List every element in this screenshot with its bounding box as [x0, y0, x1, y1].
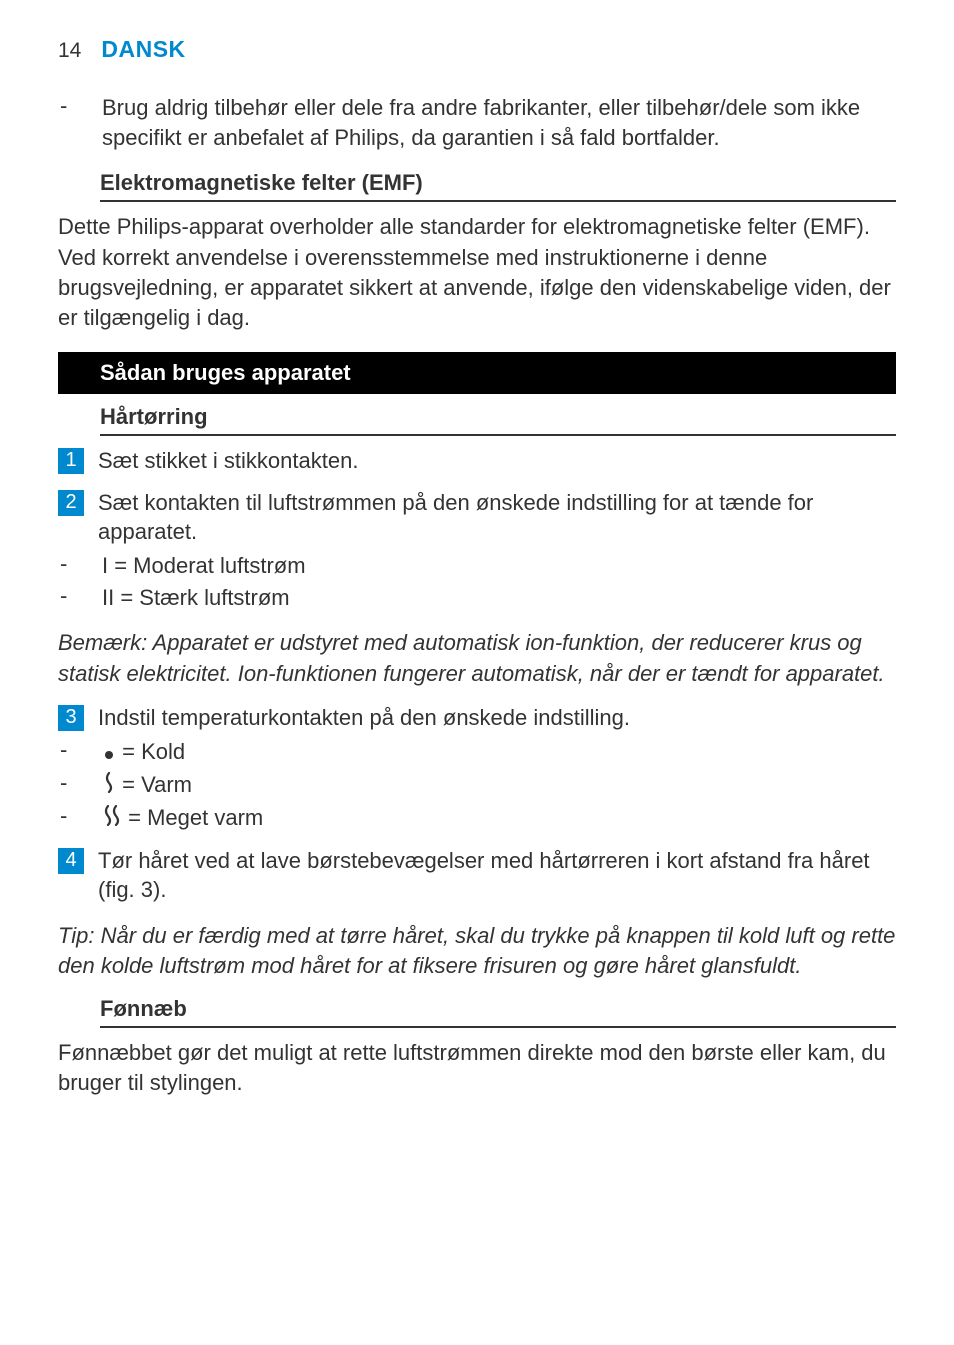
- temp-item-2-text: = Varm: [102, 770, 192, 801]
- warm-wave-icon: [102, 771, 116, 801]
- step-1-row: 1 Sæt stikket i stikkontakten.: [58, 446, 896, 476]
- sub-dash: -: [58, 803, 102, 834]
- sub-dash: -: [58, 583, 102, 613]
- tip-paragraph: Tip: Når du er færdig med at tørre håret…: [58, 921, 896, 982]
- page-number: 14: [58, 39, 81, 63]
- step-number-badge: 2: [58, 490, 84, 516]
- step-2-row: 2 Sæt kontakten til luftstrømmen på den …: [58, 488, 896, 547]
- intro-bullet-row: - Brug aldrig tilbehør eller dele fra an…: [58, 93, 896, 152]
- usage-section-bar: Sådan bruges apparatet: [58, 352, 896, 394]
- bullet-dash: -: [58, 93, 102, 152]
- temp-item-1: - = Kold: [58, 737, 896, 768]
- sub-dash: -: [58, 770, 102, 801]
- drying-heading: Hårtørring: [100, 404, 896, 436]
- page-header: 14 DANSK: [58, 36, 896, 63]
- step-number-badge: 3: [58, 705, 84, 731]
- intro-bullet-text: Brug aldrig tilbehør eller dele fra andr…: [102, 93, 896, 152]
- emf-paragraph: Dette Philips-apparat overholder alle st…: [58, 212, 896, 333]
- temp-item-2: - = Varm: [58, 770, 896, 801]
- air-item-2: - II = Stærk luftstrøm: [58, 583, 896, 613]
- temp-item-3-label: = Meget varm: [122, 805, 263, 830]
- language-title: DANSK: [101, 36, 185, 63]
- step-3-text: Indstil temperaturkontakten på den ønske…: [98, 703, 896, 733]
- air-item-2-text: II = Stærk luftstrøm: [102, 583, 290, 613]
- temp-item-2-label: = Varm: [116, 772, 192, 797]
- sub-dash: -: [58, 737, 102, 768]
- air-item-1: - I = Moderat luftstrøm: [58, 551, 896, 581]
- temp-item-1-label: = Kold: [116, 739, 185, 764]
- fonnaeb-heading: Fønnæb: [100, 996, 896, 1028]
- sub-dash: -: [58, 551, 102, 581]
- air-item-1-text: I = Moderat luftstrøm: [102, 551, 306, 581]
- temp-item-3-text: = Meget varm: [102, 803, 263, 834]
- step-4-row: 4 Tør håret ved at lave børstebevægelser…: [58, 846, 896, 905]
- note-paragraph: Bemærk: Apparatet er udstyret med automa…: [58, 628, 896, 689]
- step-3-row: 3 Indstil temperaturkontakten på den øns…: [58, 703, 896, 733]
- step-1-text: Sæt stikket i stikkontakten.: [98, 446, 896, 476]
- step-4-text: Tør håret ved at lave børstebevægelser m…: [98, 846, 896, 905]
- step-number-badge: 1: [58, 448, 84, 474]
- temp-item-1-text: = Kold: [102, 737, 185, 768]
- fonnaeb-paragraph: Fønnæbbet gør det muligt at rette luftst…: [58, 1038, 896, 1099]
- step-2-text: Sæt kontakten til luftstrømmen på den øn…: [98, 488, 896, 547]
- hot-wave-icon: [102, 804, 122, 834]
- cold-dot-icon: [102, 738, 116, 768]
- step-number-badge: 4: [58, 848, 84, 874]
- emf-heading: Elektromagnetiske felter (EMF): [100, 170, 896, 202]
- temp-item-3: - = Meget varm: [58, 803, 896, 834]
